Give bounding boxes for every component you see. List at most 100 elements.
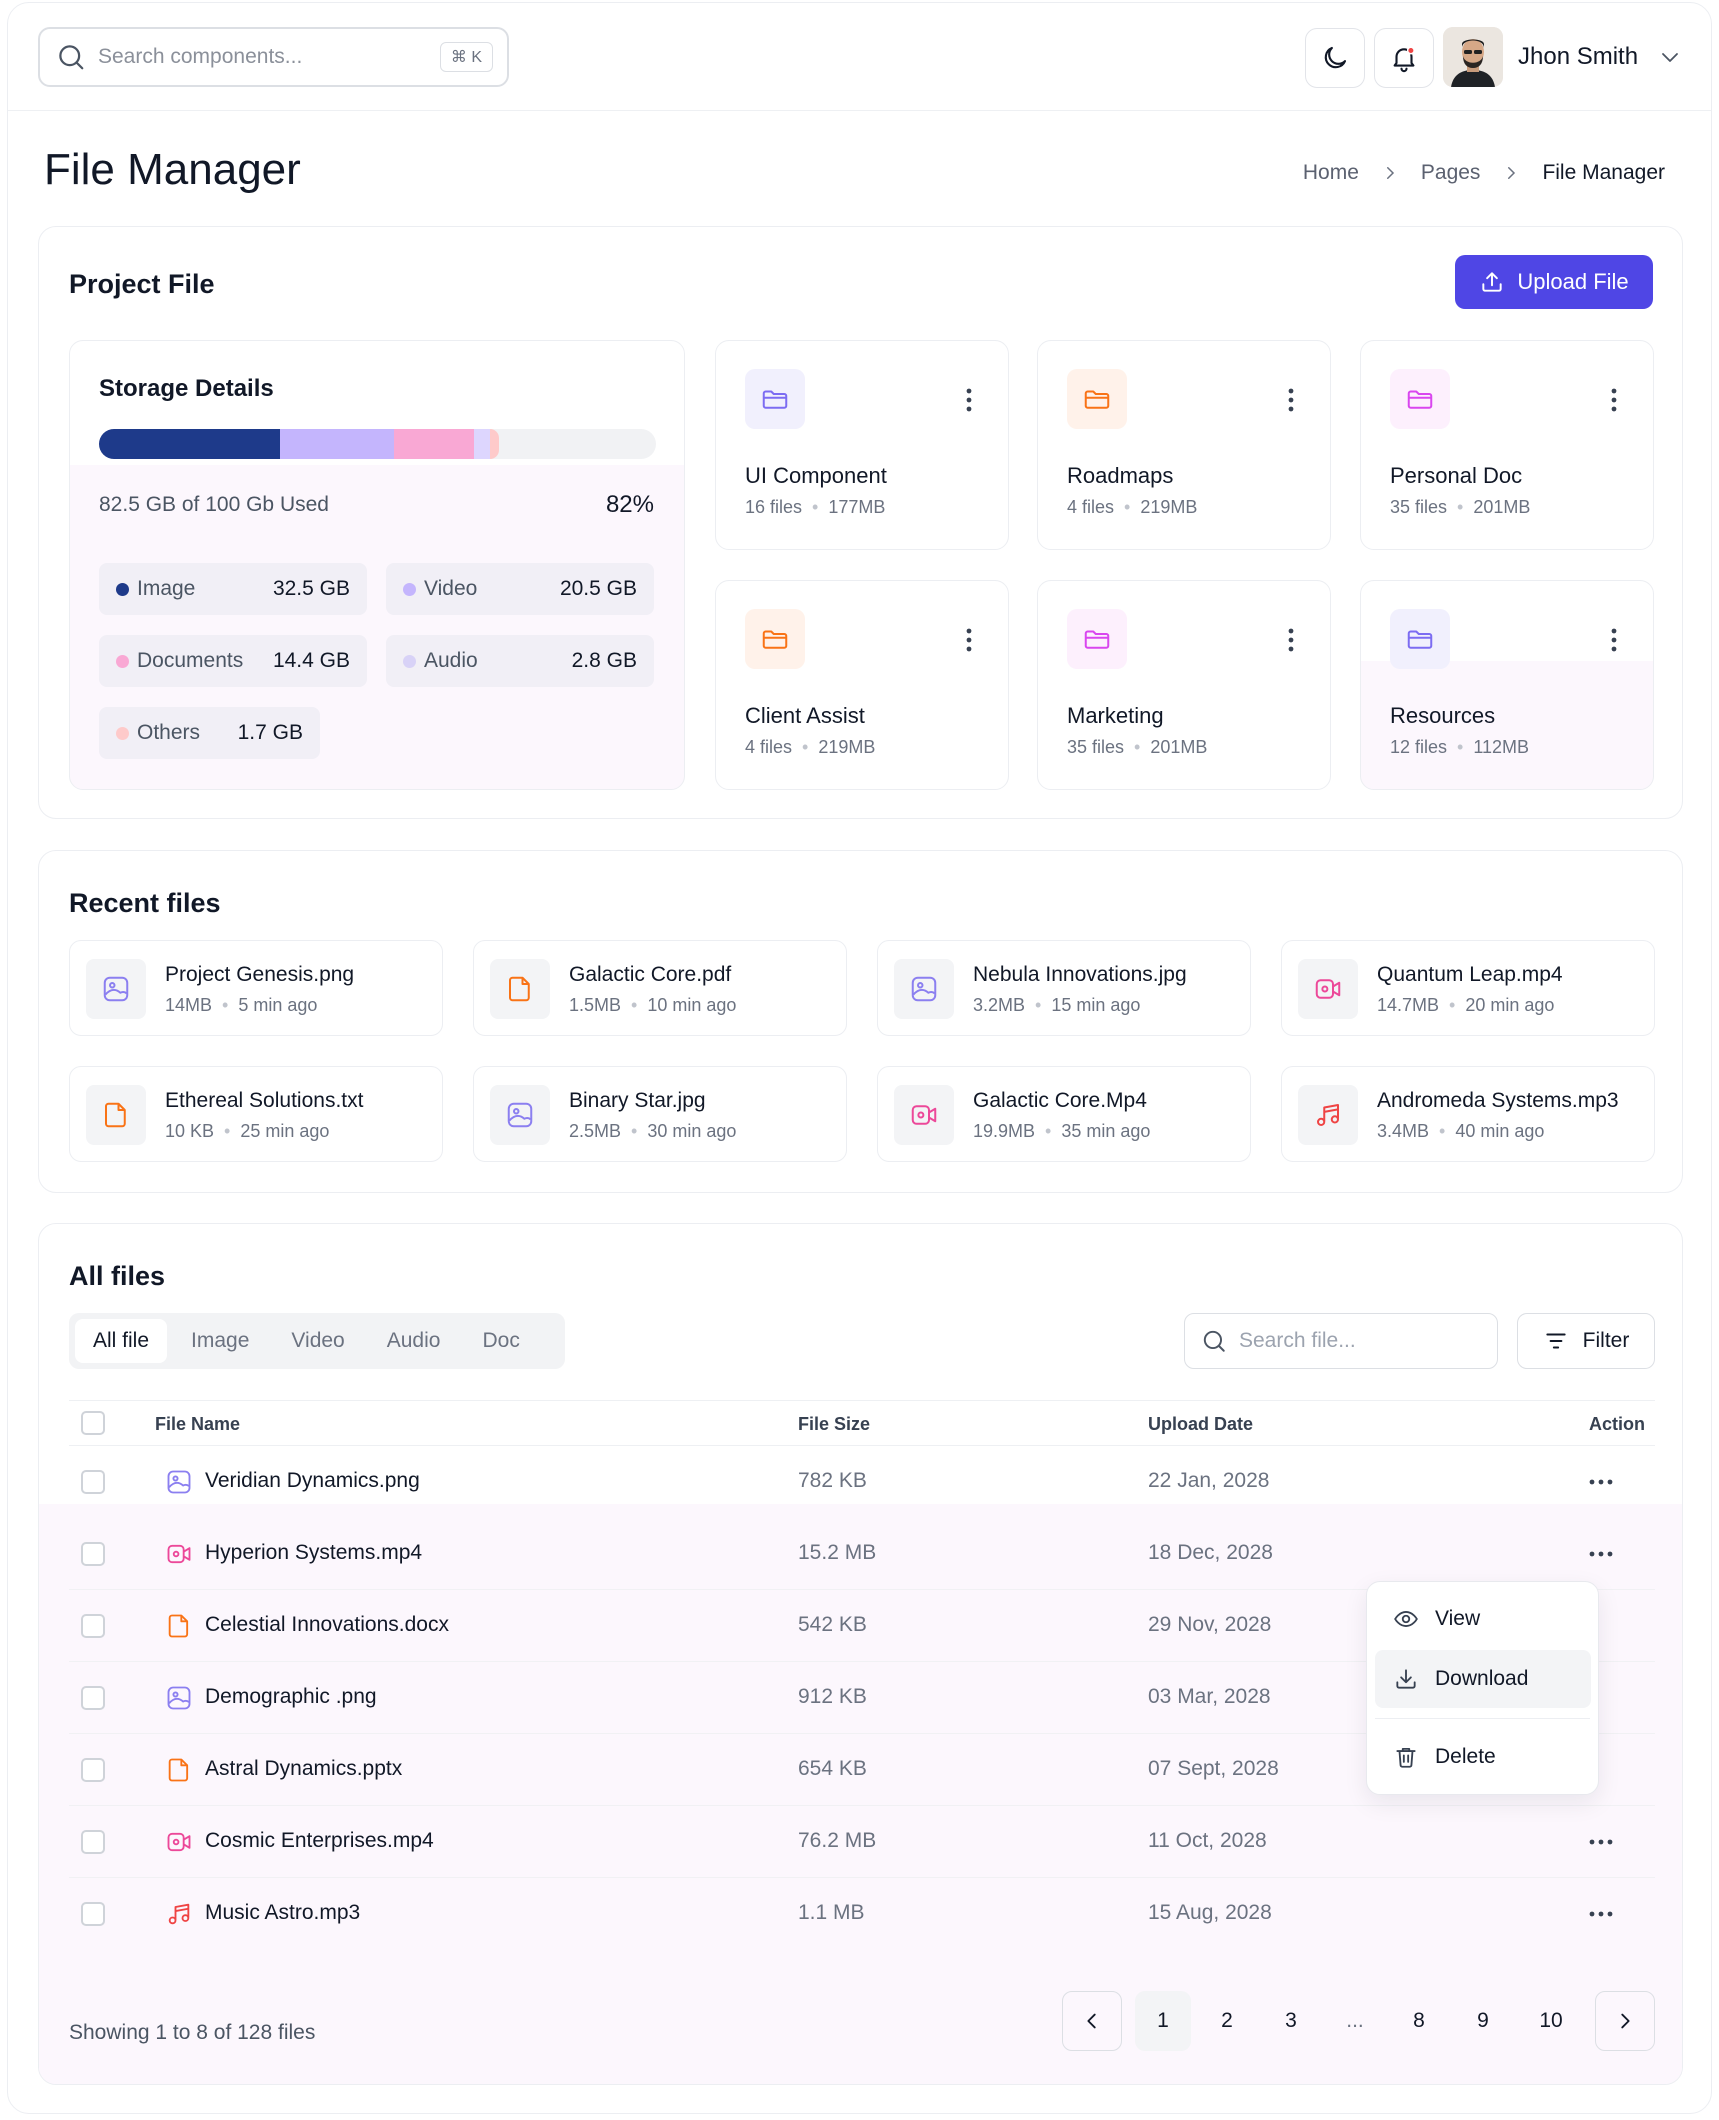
tab-audio[interactable]: Audio [386, 1329, 441, 1352]
table-row[interactable]: Astral Dynamics.pptx 654 KB 07 Sept, 202… [39, 1734, 1682, 1806]
row-checkbox[interactable] [81, 1758, 105, 1782]
global-search[interactable]: Search components... ⌘ K [38, 27, 509, 87]
user-name[interactable]: Jhon Smith [1518, 43, 1639, 70]
page-button-10[interactable]: 10 [1539, 2009, 1563, 2032]
all-files-title: All files [69, 1261, 166, 1291]
tab-video[interactable]: Video [291, 1329, 345, 1352]
bell-icon [1393, 46, 1415, 73]
chevron-left-icon [1087, 2013, 1096, 2029]
menu-item-delete[interactable]: Delete [1375, 1728, 1591, 1786]
folder-meta: 12 files • 112MB [1390, 737, 1530, 757]
more-horizontal-icon[interactable] [1587, 1470, 1615, 1494]
page-button-9[interactable]: 9 [1477, 2009, 1489, 2032]
row-checkbox[interactable] [81, 1614, 105, 1638]
row-checkbox[interactable] [81, 1902, 105, 1926]
tab-all-file[interactable]: All file [75, 1319, 168, 1363]
recent-file-card[interactable]: Galactic Core.pdf 1.5MB • 10 min ago [473, 940, 847, 1036]
file-search-input[interactable]: Search file... [1184, 1313, 1498, 1369]
row-checkbox[interactable] [81, 1686, 105, 1710]
image-icon [490, 1085, 550, 1145]
storage-chip-documents: Documents 14.4 GB [99, 635, 367, 687]
table-row[interactable]: Demographic .png 912 KB 03 Mar, 2028 [39, 1662, 1682, 1734]
table-row[interactable]: Hyperion Systems.mp4 15.2 MB 18 Dec, 202… [39, 1518, 1682, 1590]
recent-file-card[interactable]: Nebula Innovations.jpg 3.2MB • 15 min ago [877, 940, 1251, 1036]
more-vertical-icon[interactable] [1286, 627, 1296, 653]
filter-button[interactable]: Filter [1517, 1313, 1655, 1369]
folder-meta: 4 files • 219MB [1067, 497, 1198, 517]
more-vertical-icon[interactable] [964, 387, 974, 413]
breadcrumb-pages[interactable]: Pages [1420, 161, 1481, 184]
more-vertical-icon[interactable] [1609, 387, 1619, 413]
storage-title: Storage Details [99, 375, 274, 402]
folder-card[interactable]: UI Component 16 files • 177MB [715, 340, 1009, 550]
page-button-2[interactable]: 2 [1221, 2009, 1233, 2032]
row-checkbox[interactable] [81, 1542, 105, 1566]
folder-meta: 4 files • 219MB [745, 737, 876, 757]
top-bar: Search components... ⌘ K Jhon Smith [8, 3, 1711, 111]
folder-card[interactable]: Client Assist 4 files • 219MB [715, 580, 1009, 790]
folder-card[interactable]: Marketing 35 files • 201MB [1037, 580, 1331, 790]
upload-date: 29 Nov, 2028 [1148, 1613, 1272, 1636]
recent-file-card[interactable]: Galactic Core.Mp4 19.9MB • 35 min ago [877, 1066, 1251, 1162]
row-checkbox[interactable] [81, 1470, 105, 1494]
music-icon [168, 1903, 190, 1925]
page-button-1[interactable]: 1 [1135, 1991, 1191, 2051]
upload-file-button[interactable]: Upload File [1455, 255, 1653, 309]
folder-card[interactable]: Personal Doc 35 files • 201MB [1360, 340, 1654, 550]
folder-card[interactable]: Roadmaps 4 files • 219MB [1037, 340, 1331, 550]
notification-button[interactable] [1374, 28, 1434, 88]
more-horizontal-icon[interactable] [1587, 1902, 1615, 1926]
breadcrumb-current: File Manager [1542, 161, 1665, 184]
more-horizontal-icon[interactable] [1587, 1830, 1615, 1854]
search-icon [1203, 1330, 1225, 1352]
recent-file-card[interactable]: Quantum Leap.mp4 14.7MB • 20 min ago [1281, 940, 1655, 1036]
table-row[interactable]: Music Astro.mp3 1.1 MB 15 Aug, 2028 [39, 1878, 1682, 1950]
table-row[interactable]: Cosmic Enterprises.mp4 76.2 MB 11 Oct, 2… [39, 1806, 1682, 1878]
chevron-right-icon [1621, 2013, 1630, 2029]
avatar-image [1443, 27, 1503, 87]
document-icon [490, 959, 550, 1019]
menu-item-download-label: Download [1435, 1667, 1529, 1690]
folder-name: UI Component [745, 463, 887, 488]
folder-card[interactable]: Resources 12 files • 112MB [1360, 580, 1654, 790]
more-horizontal-icon[interactable] [1587, 1542, 1615, 1566]
chevron-down-icon[interactable] [1658, 45, 1682, 69]
more-vertical-icon[interactable] [964, 627, 974, 653]
more-vertical-icon[interactable] [1609, 627, 1619, 653]
menu-item-download[interactable]: Download [1375, 1650, 1591, 1708]
menu-item-view[interactable]: View [1375, 1590, 1591, 1648]
pagination-next-button[interactable] [1595, 1991, 1655, 2051]
column-action: Action [1589, 1414, 1645, 1434]
storage-details: Storage Details 82.5 GB of 100 Gb Used 8… [69, 340, 685, 790]
file-type-tabs: All file Image Video Audio Doc [69, 1313, 565, 1369]
page-button-3[interactable]: 3 [1285, 2009, 1297, 2032]
storage-chip-video: Video 20.5 GB [386, 563, 654, 615]
table-row[interactable]: Veridian Dynamics.png 782 KB 22 Jan, 202… [39, 1446, 1682, 1518]
page-button-8[interactable]: 8 [1413, 2009, 1425, 2032]
pagination-summary: Showing 1 to 8 of 128 files [69, 2021, 316, 2044]
more-vertical-icon[interactable] [1286, 387, 1296, 413]
avatar[interactable] [1443, 27, 1503, 87]
folder-meta: 16 files • 177MB [745, 497, 886, 517]
recent-file-card[interactable]: Andromeda Systems.mp3 3.4MB • 40 min ago [1281, 1066, 1655, 1162]
upload-date: 18 Dec, 2028 [1148, 1541, 1273, 1564]
folder-name: Roadmaps [1067, 463, 1174, 488]
recent-file-card[interactable]: Ethereal Solutions.txt 10 KB • 25 min ago [69, 1066, 443, 1162]
row-checkbox[interactable] [81, 1830, 105, 1854]
video-icon [894, 1085, 954, 1145]
table-row[interactable]: Celestial Innovations.docx 542 KB 29 Nov… [39, 1590, 1682, 1662]
folder-name: Personal Doc [1390, 463, 1523, 488]
storage-segment-documents [394, 429, 475, 459]
theme-toggle-button[interactable] [1305, 28, 1365, 88]
image-icon [894, 959, 954, 1019]
pagination-prev-button[interactable] [1062, 1991, 1122, 2051]
storage-used-text: 82.5 GB of 100 Gb Used [99, 493, 329, 516]
folder-meta: 35 files • 201MB [1067, 737, 1208, 757]
recent-file-card[interactable]: Project Genesis.png 14MB • 5 min ago [69, 940, 443, 1036]
tab-image[interactable]: Image [191, 1329, 250, 1352]
tab-doc[interactable]: Doc [482, 1329, 520, 1352]
breadcrumb-home[interactable]: Home [1302, 161, 1359, 184]
recent-file-card[interactable]: Binary Star.jpg 2.5MB • 30 min ago [473, 1066, 847, 1162]
select-all-checkbox[interactable] [81, 1411, 105, 1435]
video-icon [1298, 959, 1358, 1019]
